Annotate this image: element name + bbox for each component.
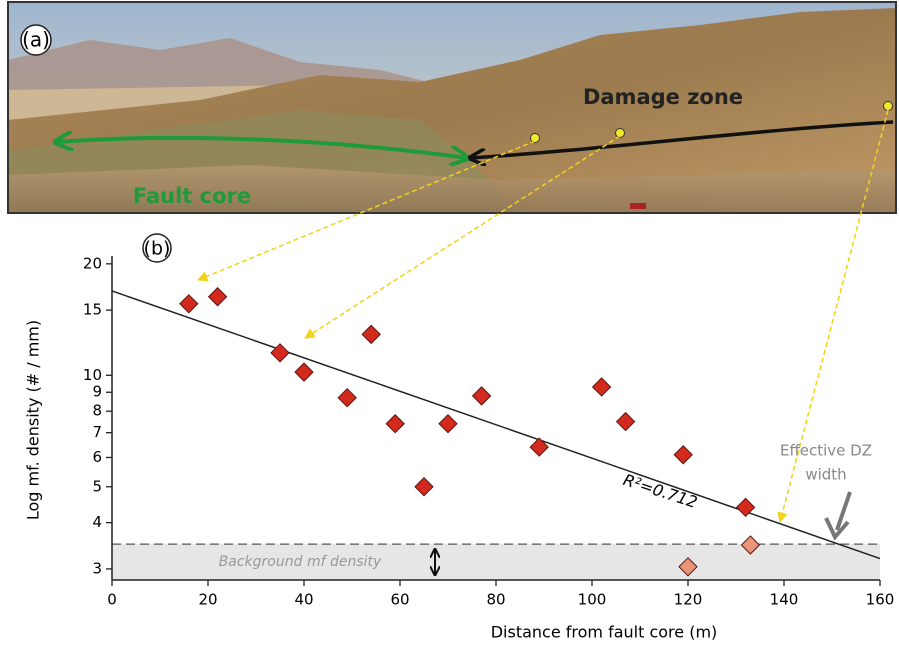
background-label: Background mf density: [219, 554, 382, 570]
dz-arrow: [835, 491, 852, 531]
data-point: [414, 477, 434, 497]
y-tick-label: 6: [92, 448, 102, 466]
x-tick-label: 160: [866, 591, 895, 609]
x-tick-label: 140: [770, 591, 799, 609]
data-point: [270, 343, 290, 363]
panel-label: (b): [144, 238, 171, 260]
connectors: [197, 109, 889, 524]
x-tick-label: 20: [198, 591, 217, 609]
data-point: [735, 497, 756, 518]
y-tick-label: 15: [83, 301, 102, 319]
data-point: [337, 387, 357, 408]
dz-label: Effective DZ: [780, 442, 872, 460]
y-tick-label: 10: [83, 366, 102, 384]
data-point: [294, 362, 314, 382]
data-point: [361, 324, 381, 345]
panel-circle: [142, 233, 172, 263]
x-tick-label: 60: [390, 591, 409, 609]
x-tick-label: 120: [674, 591, 703, 609]
y-tick-label: 8: [92, 402, 102, 420]
x-tick-label: 0: [107, 591, 117, 609]
fault-core-label: Fault core: [133, 184, 251, 208]
data-point: [471, 386, 492, 406]
data-point: [673, 445, 693, 465]
fit-line: [111, 290, 881, 560]
dz-label: width: [805, 466, 846, 484]
data-point: [678, 557, 698, 577]
fit-label: R²=0.712: [621, 470, 700, 512]
y-tick-label: 3: [92, 559, 102, 577]
x-tick-label: 40: [294, 591, 313, 609]
data-point: [591, 377, 612, 397]
y-tick-label: 9: [92, 383, 102, 401]
panel-label: (a): [22, 28, 50, 52]
data-point: [207, 287, 228, 307]
x-tick-label: 100: [578, 591, 607, 609]
data-point: [529, 437, 549, 457]
y-tick-label: 7: [92, 423, 102, 441]
data-point: [615, 411, 636, 432]
photo: (a) Damage zone Fault core: [7, 1, 897, 214]
y-axis-label: Log mf. density (# / mm): [24, 320, 43, 520]
y-tick-label: 5: [92, 477, 102, 495]
y-tick-label: 4: [92, 513, 102, 531]
data-point: [385, 414, 405, 434]
data-point: [179, 294, 199, 314]
data-point: [438, 414, 458, 434]
x-tick-label: 80: [486, 591, 505, 609]
x-axis-label: Distance from fault core (m): [491, 623, 718, 642]
y-tick-label: 20: [83, 254, 102, 272]
dz-arrowhead: [824, 517, 850, 541]
data-point: [740, 535, 761, 555]
damage-zone-label: Damage zone: [583, 85, 743, 109]
